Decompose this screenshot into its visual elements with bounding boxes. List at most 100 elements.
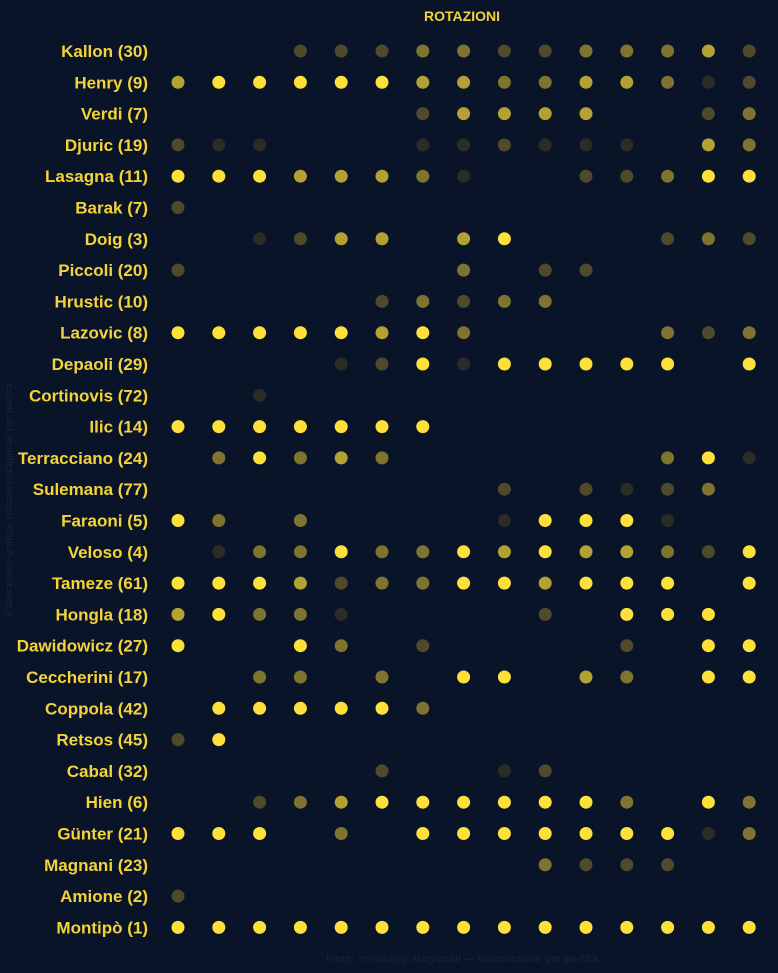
match-dot bbox=[375, 545, 389, 559]
match-dot bbox=[171, 733, 185, 747]
match-dot bbox=[375, 920, 389, 934]
match-dot bbox=[375, 670, 389, 684]
match-dot bbox=[416, 639, 430, 653]
match-dot bbox=[416, 138, 430, 152]
player-label: Sulemana (77) bbox=[33, 480, 148, 499]
match-dot bbox=[701, 795, 715, 809]
match-dot bbox=[457, 294, 471, 308]
match-dot bbox=[538, 44, 552, 58]
match-dot bbox=[579, 670, 593, 684]
match-dot bbox=[661, 451, 675, 465]
match-dot bbox=[375, 294, 389, 308]
match-dot bbox=[742, 169, 756, 183]
match-dot bbox=[579, 576, 593, 590]
match-dot bbox=[579, 263, 593, 277]
match-dot bbox=[661, 326, 675, 340]
match-dot bbox=[334, 545, 348, 559]
match-dot bbox=[497, 482, 511, 496]
match-dot bbox=[742, 138, 756, 152]
player-label: Tameze (61) bbox=[52, 574, 148, 593]
player-row: Djuric (19) bbox=[65, 136, 756, 155]
match-dot bbox=[497, 764, 511, 778]
player-label: Günter (21) bbox=[57, 825, 148, 844]
match-dot bbox=[416, 827, 430, 840]
player-label: Amione (2) bbox=[60, 887, 148, 906]
match-dot bbox=[497, 357, 511, 371]
player-row: Hien (6) bbox=[86, 793, 756, 812]
match-dot bbox=[416, 545, 430, 559]
player-row: Tameze (61) bbox=[52, 574, 756, 593]
match-dot bbox=[293, 169, 307, 183]
match-dot bbox=[742, 107, 756, 121]
match-dot bbox=[253, 576, 267, 590]
match-dot bbox=[416, 420, 430, 434]
match-dot bbox=[661, 545, 675, 559]
match-dot bbox=[579, 514, 593, 527]
match-dot bbox=[253, 169, 267, 183]
match-dot bbox=[293, 44, 307, 58]
match-dot bbox=[742, 44, 756, 58]
match-dot bbox=[742, 545, 756, 559]
match-dot bbox=[742, 326, 756, 340]
player-label: Piccoli (20) bbox=[58, 261, 148, 280]
match-dot bbox=[171, 169, 185, 183]
match-dot bbox=[334, 451, 348, 465]
match-dot bbox=[457, 75, 471, 89]
match-dot bbox=[293, 607, 307, 621]
player-row: Kallon (30) bbox=[61, 42, 756, 61]
match-dot bbox=[457, 827, 471, 840]
match-dot bbox=[579, 545, 593, 559]
match-dot bbox=[253, 701, 267, 715]
match-dot bbox=[742, 795, 756, 809]
player-label: Terracciano (24) bbox=[18, 449, 148, 468]
player-row: Coppola (42) bbox=[45, 699, 430, 718]
match-dot bbox=[701, 670, 715, 684]
player-row: Montipò (1) bbox=[56, 918, 756, 937]
match-dot bbox=[293, 639, 307, 653]
match-dot bbox=[538, 920, 552, 934]
match-dot bbox=[293, 232, 307, 246]
match-dot bbox=[620, 44, 634, 58]
match-dot bbox=[701, 75, 715, 89]
match-dot bbox=[293, 920, 307, 934]
match-dot bbox=[661, 576, 675, 590]
match-dot bbox=[212, 576, 226, 590]
match-dot bbox=[457, 232, 471, 246]
match-dot bbox=[497, 107, 511, 121]
match-dot bbox=[457, 920, 471, 934]
player-row: Hongla (18) bbox=[55, 605, 715, 624]
match-dot bbox=[579, 357, 593, 371]
player-label: Cortinovis (72) bbox=[29, 386, 148, 405]
player-row: Lasagna (11) bbox=[45, 167, 756, 186]
player-label: Cabal (32) bbox=[67, 762, 148, 781]
match-dot bbox=[620, 827, 634, 840]
match-dot bbox=[334, 920, 348, 934]
match-dot bbox=[334, 357, 348, 371]
match-dot bbox=[171, 920, 185, 934]
match-dot bbox=[416, 44, 430, 58]
match-dot bbox=[620, 670, 634, 684]
match-dot bbox=[579, 138, 593, 152]
player-label: Montipò (1) bbox=[56, 918, 148, 937]
match-dot bbox=[538, 263, 552, 277]
match-dot bbox=[334, 420, 348, 434]
match-dot bbox=[742, 75, 756, 89]
player-rows: Kallon (30) Henry (9) Verdi (7) Djuric (19)… bbox=[17, 42, 756, 937]
match-dot bbox=[661, 514, 675, 527]
match-dot bbox=[579, 169, 593, 183]
match-dot bbox=[620, 858, 634, 872]
match-dot bbox=[253, 232, 267, 246]
match-dot bbox=[497, 232, 511, 246]
match-dot bbox=[293, 75, 307, 89]
match-dot bbox=[375, 701, 389, 715]
match-dot bbox=[212, 827, 226, 840]
match-dot bbox=[579, 827, 593, 840]
match-dot bbox=[171, 827, 185, 840]
player-row: Verdi (7) bbox=[81, 105, 756, 124]
player-label: Dawidowicz (27) bbox=[17, 637, 148, 656]
match-dot bbox=[416, 326, 430, 340]
match-dot bbox=[701, 44, 715, 58]
match-dot bbox=[416, 75, 430, 89]
match-dot bbox=[171, 420, 185, 434]
